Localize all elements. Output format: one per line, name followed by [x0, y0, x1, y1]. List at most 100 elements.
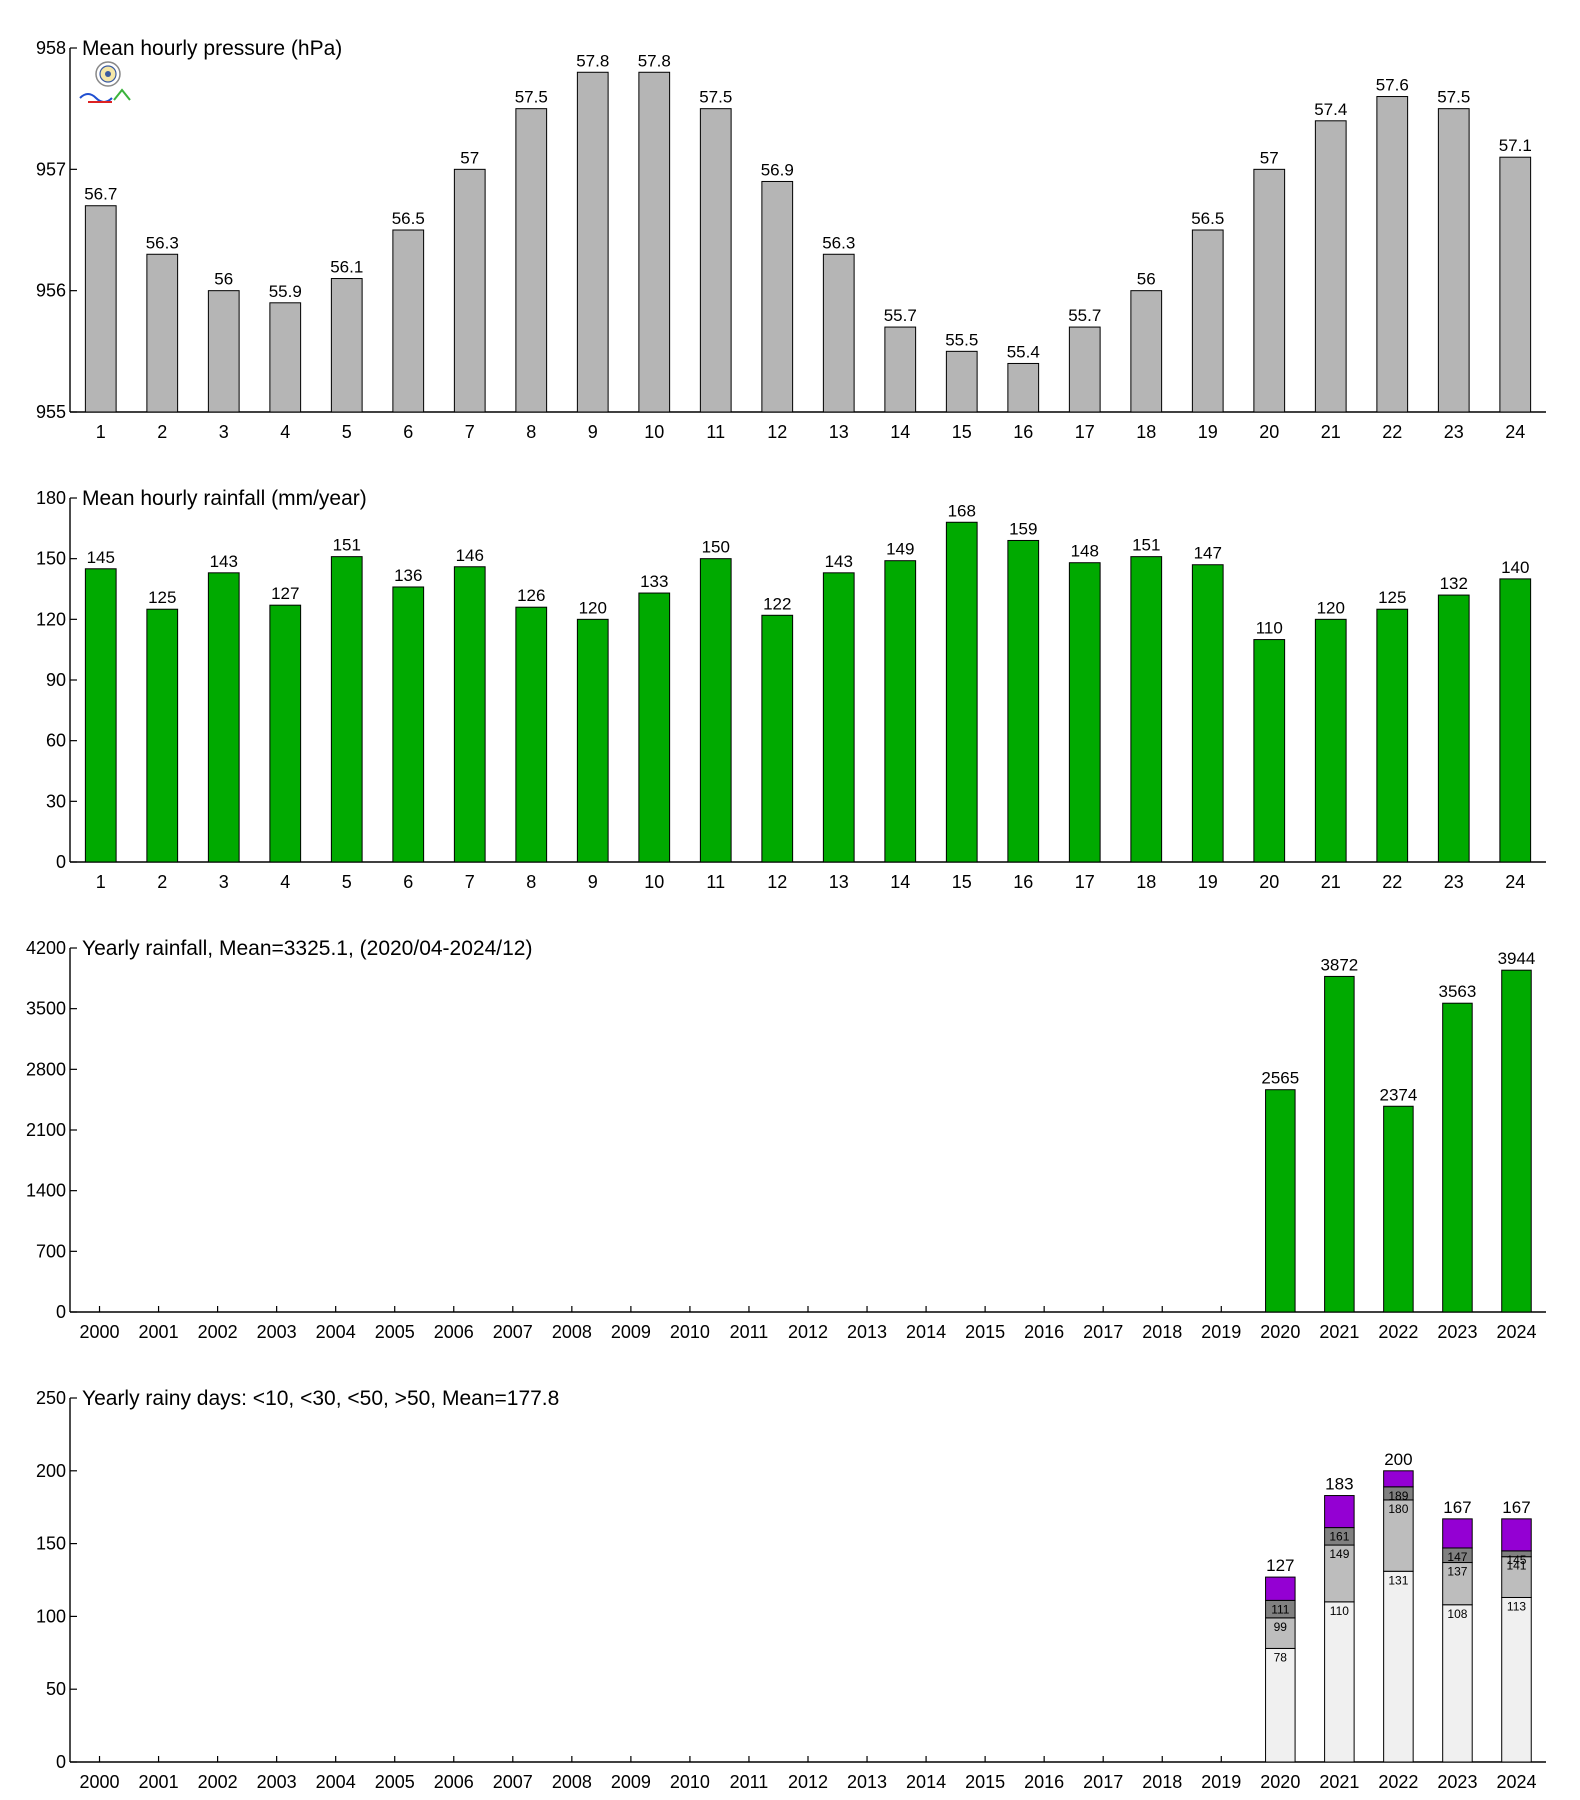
y-tick-label: 956: [36, 281, 66, 301]
y-tick-label: 120: [36, 609, 66, 629]
bar-value-label: 56.9: [761, 160, 794, 179]
x-tick-label: 2011: [730, 1772, 769, 1792]
x-tick-label: 2014: [906, 1772, 946, 1792]
stack-segment: [1265, 1576, 1296, 1601]
bar-value-label: 57.8: [638, 51, 671, 70]
segment-label: 78: [1274, 1650, 1288, 1664]
bar: [1324, 975, 1355, 1313]
segment-label: 161: [1329, 1530, 1349, 1544]
bar-value-label: 56: [1137, 270, 1156, 289]
bar-value-label: 56.5: [1191, 209, 1224, 228]
x-tick-label: 2017: [1083, 1322, 1123, 1342]
stack-segment: [1324, 1601, 1355, 1763]
y-tick-label: 180: [36, 488, 66, 508]
bar-value-label: 125: [1378, 588, 1406, 607]
x-tick-label: 2019: [1201, 1322, 1241, 1342]
x-tick-label: 2004: [316, 1322, 356, 1342]
stack-segment: [1501, 1596, 1532, 1763]
bar: [1191, 564, 1224, 863]
bar: [884, 560, 917, 863]
y-tick-label: 30: [46, 791, 66, 811]
bar-value-label: 145: [87, 548, 115, 567]
bar: [761, 180, 794, 413]
chart-title: Yearly rainfall, Mean=3325.1, (2020/04-2…: [82, 937, 532, 960]
bar: [207, 290, 240, 413]
x-tick-label: 12: [767, 872, 787, 892]
stack-segment: [1324, 1495, 1355, 1529]
bar-value-label: 140: [1501, 558, 1529, 577]
bar: [699, 558, 732, 863]
bar: [576, 618, 609, 863]
bar-value-label: 159: [1009, 519, 1037, 538]
x-tick-label: 6: [403, 422, 413, 442]
bar: [576, 71, 609, 413]
y-tick-label: 700: [36, 1241, 66, 1261]
bar-value-label: 55.9: [269, 282, 302, 301]
bar-value-label: 167: [1502, 1498, 1530, 1517]
x-tick-label: 2021: [1319, 1772, 1359, 1792]
bar-value-label: 57.8: [576, 51, 609, 70]
x-tick-label: 2004: [316, 1772, 356, 1792]
x-tick-label: 2001: [139, 1772, 179, 1792]
bar-value-label: 150: [702, 538, 730, 557]
chart-title: Mean hourly rainfall (mm/year): [82, 487, 367, 510]
x-tick-label: 23: [1444, 422, 1464, 442]
y-tick-label: 1400: [26, 1181, 66, 1201]
bar: [1376, 96, 1409, 413]
bar-value-label: 57: [1260, 148, 1279, 167]
stack-segment: [1442, 1562, 1473, 1606]
x-tick-label: 9: [588, 872, 598, 892]
x-tick-label: 2019: [1201, 1772, 1241, 1792]
bar-value-label: 151: [1132, 536, 1160, 555]
y-tick-label: 958: [36, 38, 66, 58]
bar-value-label: 55.4: [1007, 342, 1040, 361]
x-tick-label: 2012: [788, 1772, 828, 1792]
x-tick-label: 7: [465, 422, 475, 442]
x-tick-label: 2020: [1260, 1772, 1300, 1792]
x-tick-label: 8: [526, 872, 536, 892]
x-tick-label: 2013: [847, 1772, 887, 1792]
x-tick-label: 2011: [730, 1322, 769, 1342]
x-tick-label: 14: [890, 422, 910, 442]
x-tick-label: 2016: [1024, 1772, 1064, 1792]
stack-segment: [1383, 1470, 1414, 1488]
x-tick-label: 7: [465, 872, 475, 892]
segment-label: 110: [1330, 1604, 1349, 1618]
bar-value-label: 126: [517, 586, 545, 605]
y-tick-label: 90: [46, 670, 66, 690]
bar-value-label: 183: [1325, 1475, 1353, 1494]
x-tick-label: 2021: [1319, 1322, 1359, 1342]
y-tick-label: 955: [36, 402, 66, 422]
bar: [146, 608, 179, 863]
x-tick-label: 2017: [1083, 1772, 1123, 1792]
bar: [945, 521, 978, 863]
x-tick-label: 1: [96, 872, 106, 892]
stack-segment: [1383, 1570, 1414, 1763]
bar-value-label: 2374: [1379, 1085, 1417, 1104]
bar: [1068, 562, 1101, 863]
bar: [269, 302, 302, 413]
x-tick-label: 2005: [375, 1772, 415, 1792]
x-tick-label: 2006: [434, 1322, 474, 1342]
bar-value-label: 200: [1384, 1450, 1412, 1469]
x-tick-label: 2023: [1437, 1322, 1477, 1342]
bar-value-label: 133: [640, 572, 668, 591]
bar: [699, 108, 732, 413]
bar: [884, 326, 917, 413]
rainy-days-chart: 0 50 100 150 200 250 Yearly rainy days: <10, <…: [36, 1387, 1546, 1792]
x-tick-label: 11: [706, 872, 725, 892]
x-tick-label: 2014: [906, 1322, 946, 1342]
bar-value-label: 132: [1440, 574, 1468, 593]
y-tick-label: 0: [56, 1302, 66, 1322]
yearly-rainfall-chart: 0 700 1400 2100 2800 3500 4200 Yearly rainfall,…: [26, 937, 1546, 1342]
y-tick-label: 150: [36, 549, 66, 569]
bar-value-label: 57.5: [1437, 88, 1470, 107]
x-tick-label: 10: [644, 872, 664, 892]
bar-value-label: 57.5: [699, 88, 732, 107]
bar-value-label: 57.5: [515, 88, 548, 107]
bar: [330, 278, 363, 413]
bar-value-label: 2565: [1261, 1069, 1299, 1088]
bar: [84, 568, 117, 863]
bar-value-label: 167: [1443, 1498, 1471, 1517]
